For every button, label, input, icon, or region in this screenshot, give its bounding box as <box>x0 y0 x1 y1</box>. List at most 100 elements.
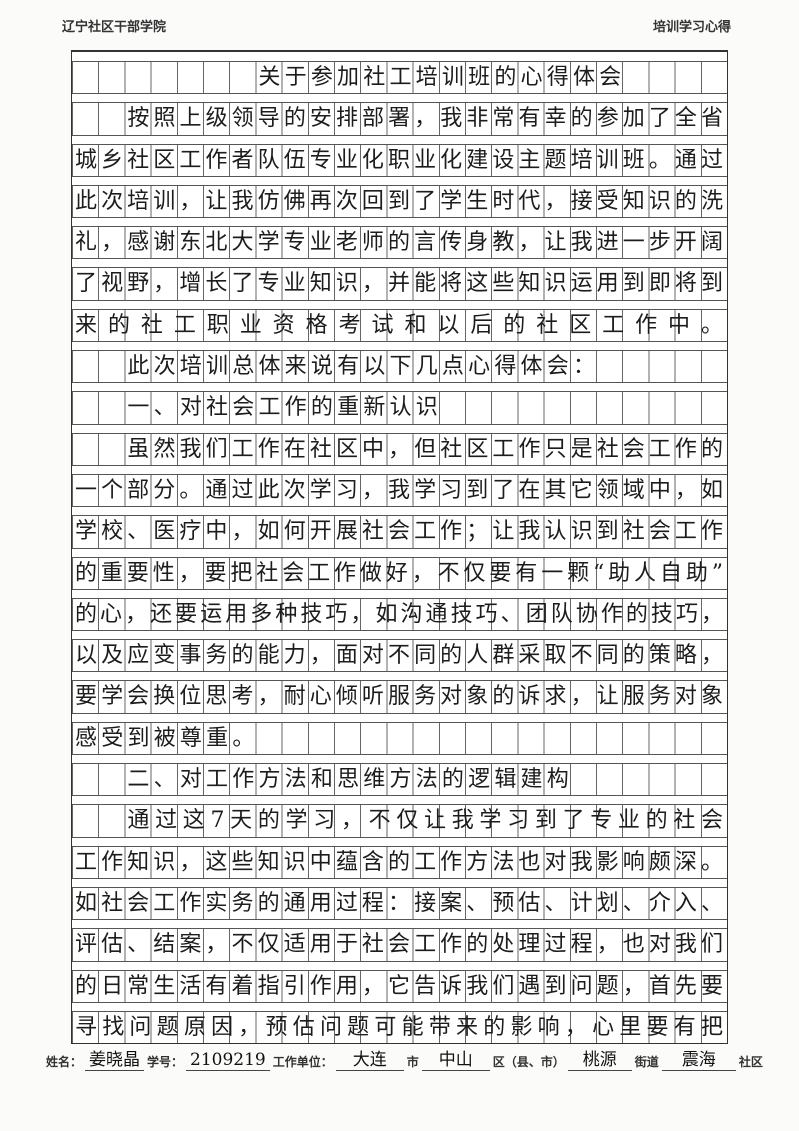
row-cells: 寻找问题原因，预估问题可能带来的影响，心里要有把 <box>72 1011 727 1044</box>
row-cells: 一、对社会工作的重新认识 <box>72 392 727 425</box>
manuscript-grid: 关于参加社工培训班的心得体会按照上级领导的安排部署，我非常有幸的参加了全省城乡社… <box>71 50 728 1045</box>
row-cells: 此次培训，让我仿佛再次回到了学生时代，接受知识的洗 <box>72 185 727 219</box>
street-suffix: 街道 <box>634 1055 659 1069</box>
essay-title: 关于参加社工培训班的心得体会 <box>258 65 622 90</box>
text-row: 学校、医疗中，如何开展社会工作；让我认识到社会工作 <box>72 506 727 549</box>
handwritten-line: 通过这7天的学习，不仅让我学习到了专业的社会 <box>127 808 723 834</box>
text-row: 二、对工作方法和思维方法的逻辑建构 <box>72 754 727 797</box>
handwritten-line: 学校、医疗中，如何开展社会工作；让我认识到社会工作 <box>75 519 723 545</box>
row-cells: 城乡社区工作者队伍专业化职业化建设主题培训班。通过 <box>72 144 727 177</box>
handwritten-line: 一个部分。通过此次学习，我学习到了在其它领域中，如 <box>75 477 723 503</box>
text-row: 如社会工作实务的通用过程：接案、预估、计划、介入、 <box>72 878 727 921</box>
work-unit-label: 工作单位： <box>272 1055 333 1069</box>
row-cells: 感受到被尊重。 <box>72 722 727 756</box>
row-spacer <box>72 919 727 930</box>
text-row: 一个部分。通过此次学习，我学习到了在其它领域中，如 <box>72 465 727 508</box>
text-row: 礼，感谢东北大学专业老师的言传身教，让我进一步开阔 <box>72 217 727 260</box>
text-row: 的重要性，要把社会工作做好，不仅要有一颗“助人自助” <box>72 548 727 590</box>
row-cells: 虽然我们工作在社区中，但社区工作只是社会工作的 <box>72 433 727 466</box>
row-spacer <box>72 878 727 888</box>
row-spacer <box>72 135 727 145</box>
row-spacer <box>72 589 727 599</box>
row-spacer <box>72 465 727 475</box>
row-spacer <box>72 382 727 393</box>
handwritten-line: 的重要性，要把社会工作做好，不仅要有一颗“助人自助” <box>75 560 723 586</box>
text-row: 的心，还要运用多种技巧，如沟通技巧、团队协作的技巧， <box>72 589 727 632</box>
footer-info: 姓名： 姜晓晶 学号： 2109219 工作单位： 大连 市 中山 区（县、市）… <box>46 1050 763 1071</box>
row-cells: 通过这7天的学习，不仅让我学习到了专业的社会 <box>72 805 727 838</box>
row-cells: 要学会换位思考，耐心倾听服务对象的诉求，让服务对象 <box>72 681 727 714</box>
row-spacer <box>72 961 727 971</box>
row-cells: 工作知识，这些知识中蕴含的工作方法也对我影响颇深。 <box>72 846 727 879</box>
row-cells: 礼，感谢东北大学专业老师的言传身教，让我进一步开阔 <box>72 227 727 260</box>
street-value: 桃源 <box>567 1050 632 1071</box>
row-cells: 一个部分。通过此次学习，我学习到了在其它领域中，如 <box>72 474 727 508</box>
text-row: 寻找问题原因，预估问题可能带来的影响，心里要有把 <box>72 1002 727 1044</box>
row-cells: 学校、医疗中，如何开展社会工作；让我认识到社会工作 <box>72 516 727 549</box>
text-row: 感受到被尊重。 <box>72 713 727 756</box>
row-spacer <box>72 1002 727 1012</box>
handwritten-line: 来的社工职业资格考试和以后的社区工作中。 <box>75 312 723 338</box>
community-value: 震海 <box>661 1050 736 1071</box>
name-value: 姜晓晶 <box>85 1050 145 1071</box>
text-row: 此次培训总体来说有以下几点心得体会： <box>72 341 727 384</box>
handwritten-line: 礼，感谢东北大学专业老师的言传身教，让我进一步开阔 <box>75 230 723 256</box>
row-spacer <box>72 424 727 434</box>
handwritten-line: 的心，还要运用多种技巧，如沟通技巧、团队协作的技巧， <box>75 601 723 627</box>
handwritten-line: 二、对工作方法和思维方法的逻辑建构 <box>127 767 569 793</box>
row-spacer <box>72 258 727 269</box>
row-cells: 关于参加社工培训班的心得体会 <box>72 62 727 95</box>
row-cells: 以及应变事务的能力，面对不同的人群采取不同的策略， <box>72 640 727 673</box>
row-cells: 了视野，增长了专业知识，并能将这些知识运用到即将到 <box>72 268 727 301</box>
handwritten-line: 感受到被尊重。 <box>75 725 255 751</box>
text-row: 的日常生活有着指引作用，它告诉我们遇到问题，首先要 <box>72 961 727 1003</box>
text-row: 按照上级领导的安排部署，我非常有幸的参加了全省 <box>72 93 727 136</box>
row-spacer <box>72 548 727 558</box>
city-value: 大连 <box>335 1050 404 1071</box>
row-cells: 如社会工作实务的通用过程：接案、预估、计划、介入、 <box>72 887 727 921</box>
community-suffix: 社区 <box>738 1055 763 1069</box>
row-spacer <box>72 837 727 847</box>
handwritten-line: 此次培训，让我仿佛再次回到了学生时代，接受知识的洗 <box>75 188 723 214</box>
text-row: 来的社工职业资格考试和以后的社区工作中。 <box>72 300 727 343</box>
handwritten-line: 按照上级领导的安排部署，我非常有幸的参加了全省 <box>127 106 723 132</box>
district-suffix: 区（县、市） <box>492 1055 565 1069</box>
row-spacer <box>72 341 727 352</box>
text-row: 一、对社会工作的重新认识 <box>72 382 727 425</box>
text-row: 要学会换位思考，耐心倾听服务对象的诉求，让服务对象 <box>72 671 727 714</box>
handwritten-line: 一、对社会工作的重新认识 <box>127 395 438 421</box>
row-spacer <box>72 713 727 723</box>
row-cells: 的心，还要运用多种技巧，如沟通技巧、团队协作的技巧， <box>72 598 727 632</box>
row-cells: 来的社工职业资格考试和以后的社区工作中。 <box>72 309 727 343</box>
row-spacer <box>72 217 727 228</box>
row-spacer <box>72 754 727 765</box>
handwritten-line: 评估、结案，不仅适用于社会工作的处理过程，也对我们 <box>75 932 723 958</box>
handwritten-line: 以及应变事务的能力，面对不同的人群采取不同的策略， <box>75 643 723 669</box>
text-row: 工作知识，这些知识中蕴含的工作方法也对我影响颇深。 <box>72 837 727 879</box>
city-suffix: 市 <box>406 1055 419 1069</box>
student-id-label: 学号： <box>147 1055 184 1069</box>
district-value: 中山 <box>421 1050 490 1071</box>
text-row: 评估、结案，不仅适用于社会工作的处理过程，也对我们 <box>72 919 727 962</box>
student-id-value: 2109219 <box>186 1050 270 1071</box>
text-row: 关于参加社工培训班的心得体会 <box>72 52 727 95</box>
text-row: 此次培训，让我仿佛再次回到了学生时代，接受知识的洗 <box>72 176 727 219</box>
row-cells: 评估、结案，不仅适用于社会工作的处理过程，也对我们 <box>72 929 727 962</box>
row-spacer <box>72 176 727 186</box>
row-cells: 按照上级领导的安排部署，我非常有幸的参加了全省 <box>72 103 727 136</box>
text-row: 通过这7天的学习，不仅让我学习到了专业的社会 <box>72 795 727 838</box>
document-type-header: 培训学习心得 <box>652 20 731 35</box>
handwritten-line: 了视野，增长了专业知识，并能将这些知识运用到即将到 <box>75 271 723 297</box>
row-cells: 二、对工作方法和思维方法的逻辑建构 <box>72 764 727 797</box>
name-label: 姓名： <box>46 1055 83 1069</box>
row-spacer <box>72 300 727 310</box>
handwritten-line: 寻找问题原因，预估问题可能带来的影响，心里要有把 <box>75 1014 723 1040</box>
handwritten-line: 虽然我们工作在社区中，但社区工作只是社会工作的 <box>127 436 723 462</box>
row-cells: 此次培训总体来说有以下几点心得体会： <box>72 351 727 384</box>
handwritten-line: 的日常生活有着指引作用，它告诉我们遇到问题，首先要 <box>75 973 723 999</box>
institution-header: 辽宁社区干部学院 <box>62 20 167 35</box>
handwritten-line: 如社会工作实务的通用过程：接案、预估、计划、介入、 <box>75 890 723 916</box>
row-spacer <box>72 52 727 62</box>
row-spacer <box>72 506 727 517</box>
row-spacer <box>72 795 727 806</box>
